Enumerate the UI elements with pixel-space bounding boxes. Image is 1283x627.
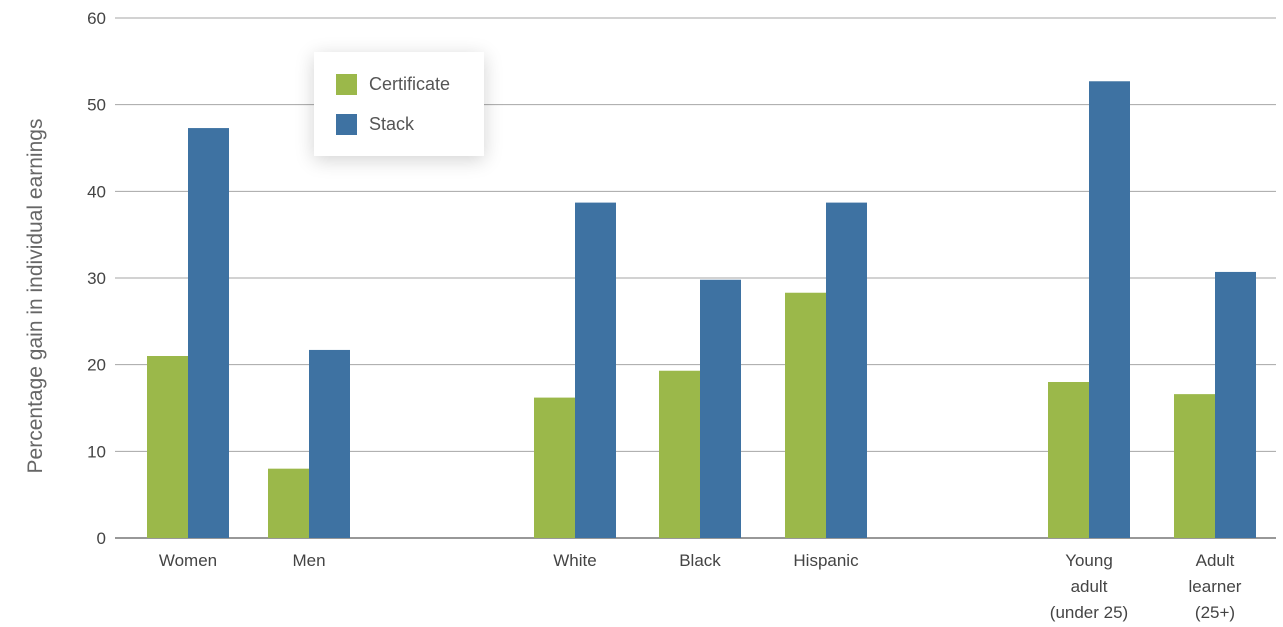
bar-stack-2 — [575, 202, 616, 538]
legend-swatch-certificate — [336, 74, 357, 95]
bar-stack-5 — [1089, 81, 1130, 539]
bar-certificate-5 — [1048, 382, 1089, 538]
bar-stack-1 — [309, 349, 350, 538]
x-category-label-6: Adult learner (25+) — [1189, 551, 1242, 622]
bar-stack-6 — [1215, 271, 1256, 538]
x-category-label-1: Men — [292, 551, 325, 570]
legend-label-stack: Stack — [369, 114, 415, 134]
y-tick-label-0: 0 — [97, 529, 106, 548]
bar-certificate-4 — [785, 292, 826, 538]
x-axis-categories: Women Men White Black Hispanic Young adult (und… — [159, 551, 1242, 622]
bars — [147, 81, 1256, 539]
bar-certificate-1 — [268, 468, 309, 538]
x-category-label-0: Women — [159, 551, 217, 570]
legend-item-stack: Stack — [336, 114, 414, 135]
bar-stack-0 — [188, 128, 229, 539]
y-axis-ticks: 0 10 20 30 40 50 60 — [87, 9, 106, 548]
y-tick-label-50: 50 — [87, 96, 106, 115]
legend-label-certificate: Certificate — [369, 74, 451, 94]
legend: Certificate Stack — [314, 52, 484, 156]
bar-stack-3 — [700, 279, 741, 538]
bar-certificate-6 — [1174, 394, 1215, 538]
y-tick-label-30: 30 — [87, 269, 106, 288]
bar-stack-4 — [826, 202, 867, 538]
x-category-label-4: Hispanic — [793, 551, 859, 570]
y-tick-label-60: 60 — [87, 9, 106, 28]
legend-item-certificate: Certificate — [336, 74, 450, 95]
bar-certificate-0 — [147, 356, 188, 538]
y-tick-label-10: 10 — [87, 442, 106, 461]
x-category-label-3: Black — [679, 551, 721, 570]
x-category-label-5: Young adult (under 25) — [1050, 551, 1128, 622]
x-category-label-2: White — [553, 551, 596, 570]
bar-certificate-2 — [534, 397, 575, 538]
y-tick-label-40: 40 — [87, 182, 106, 201]
bar-certificate-3 — [659, 370, 700, 538]
y-axis-label: Percentage gain in individual earnings — [24, 119, 47, 474]
y-tick-label-20: 20 — [87, 356, 106, 375]
legend-swatch-stack — [336, 114, 357, 135]
